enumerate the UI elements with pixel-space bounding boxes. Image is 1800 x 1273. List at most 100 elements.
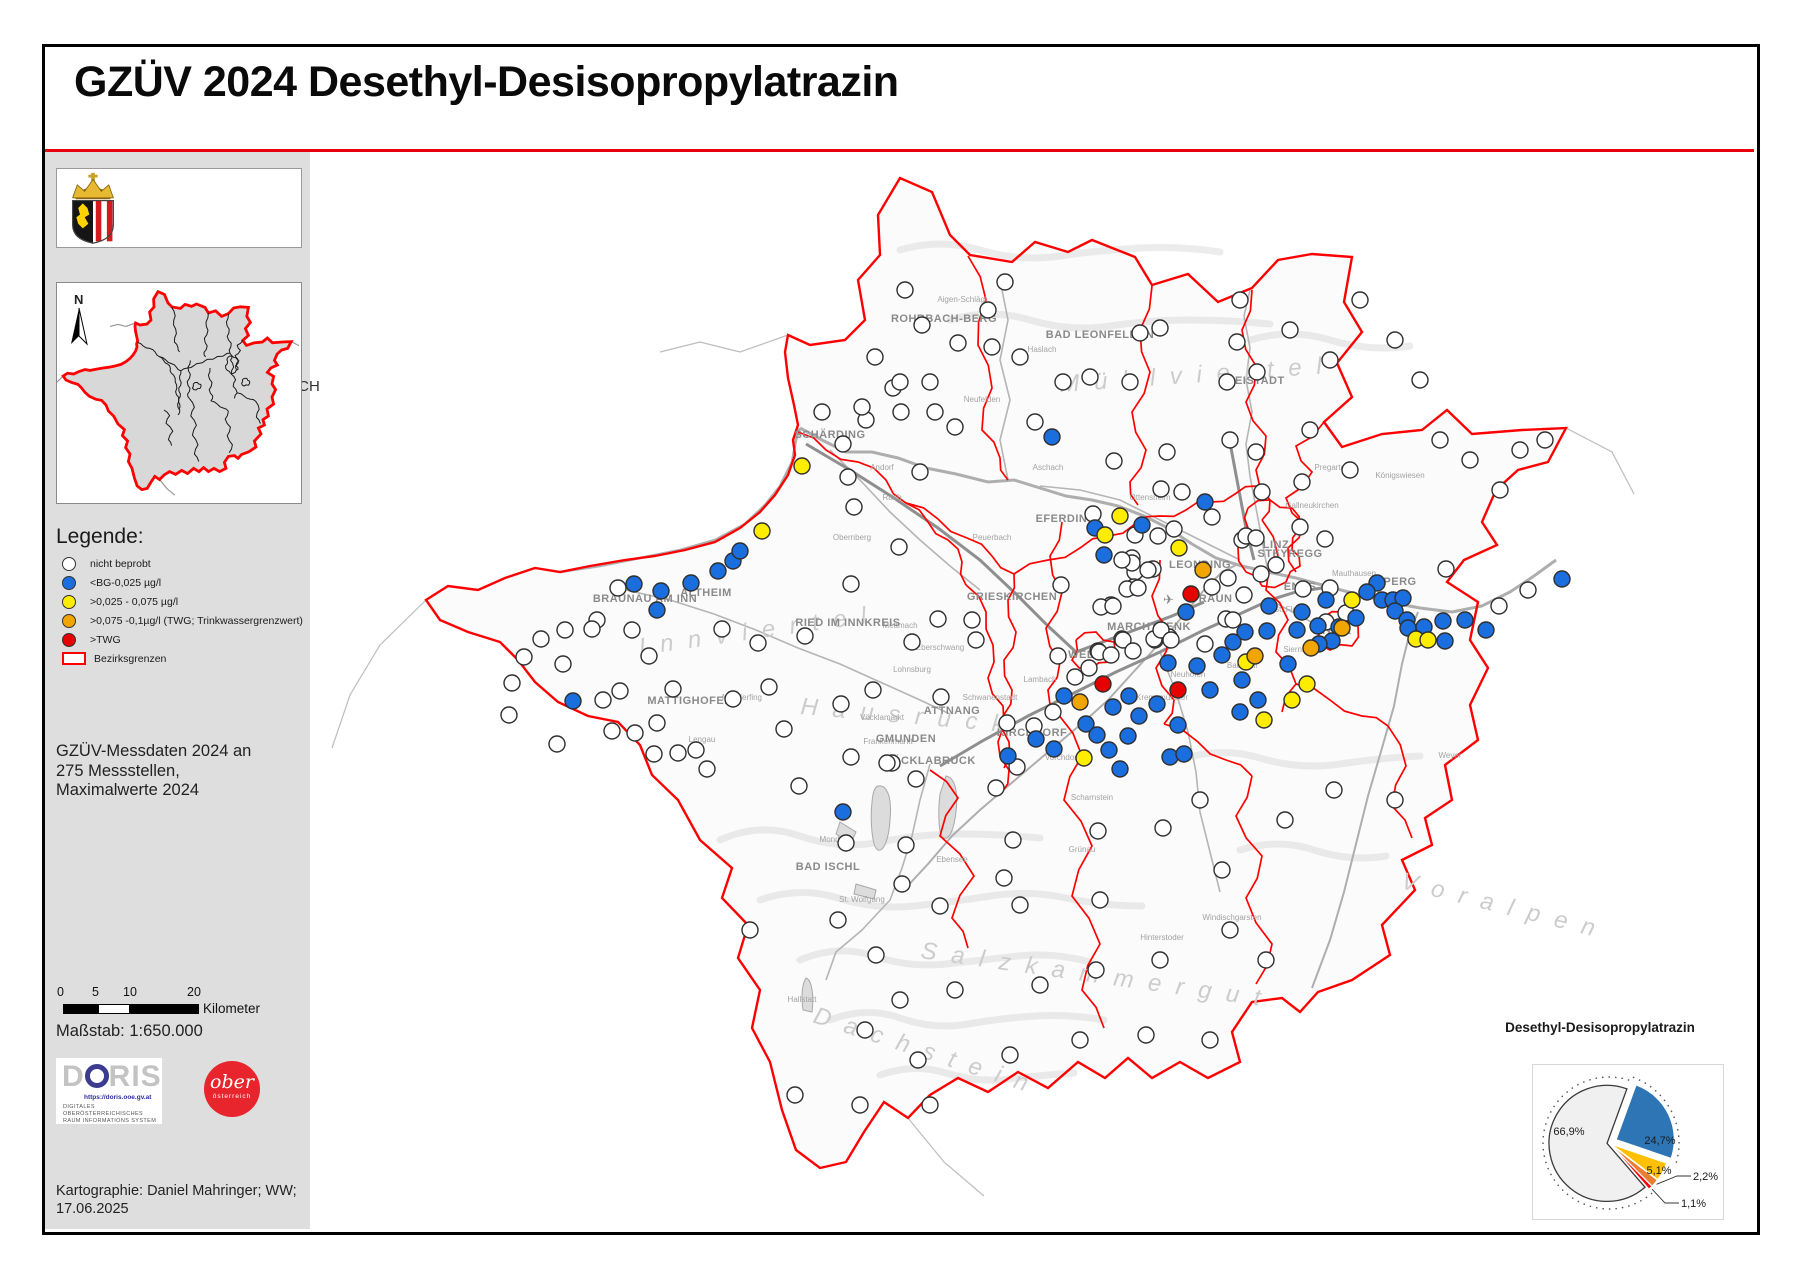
station-dot-w <box>878 754 896 772</box>
station-dot-w <box>1221 921 1239 939</box>
station-dot-w <box>1341 461 1359 479</box>
station-dot-w <box>749 634 767 652</box>
scale-unit: Kilometer <box>203 1001 261 1016</box>
station-dot-w <box>1044 703 1062 721</box>
station-dot-w <box>893 875 911 893</box>
station-dot-w <box>911 463 929 481</box>
station-dot-w <box>1137 1026 1155 1044</box>
city-label: ATTNANG <box>924 705 980 717</box>
station-dot-b <box>1161 748 1179 766</box>
village-label: Aigen-Schlägl <box>937 295 987 304</box>
village-label: Munderfing <box>722 693 762 702</box>
station-dot-w <box>1049 647 1067 665</box>
station-dot-b <box>1293 603 1311 621</box>
station-dot-w <box>929 610 947 628</box>
station-dot-y <box>1298 675 1316 693</box>
station-dot-w <box>796 627 814 645</box>
village-label: Ottensheim <box>1130 493 1171 502</box>
city-label: BAD LEONFELDEN <box>1046 329 1154 341</box>
station-dot-w <box>1052 576 1070 594</box>
pie-slice-3 <box>1610 1144 1653 1190</box>
station-dot-w <box>995 869 1013 887</box>
station-dot-w <box>896 281 914 299</box>
doris-url[interactable]: https://doris.ooe.gv.at <box>84 1094 152 1101</box>
city-label: GRIESKIRCHEN <box>967 591 1057 603</box>
station-dot-w <box>967 631 985 649</box>
station-dot-w <box>1129 579 1147 597</box>
station-dot-w <box>1151 319 1169 337</box>
station-dot-y <box>1111 507 1129 525</box>
station-dot-w <box>1294 580 1312 598</box>
station-dot-w <box>790 777 808 795</box>
station-dot-w <box>891 991 909 1009</box>
legend-swatch-blue <box>62 575 76 590</box>
pie-speckle-arc <box>1542 1076 1653 1210</box>
station-dot-w <box>983 338 1001 356</box>
station-dot-w <box>640 647 658 665</box>
station-dot-b <box>1386 602 1404 620</box>
station-dot-w <box>532 630 550 648</box>
station-dot-w <box>594 691 612 709</box>
station-dot-r <box>1169 681 1187 699</box>
station-dot-o <box>1333 619 1351 637</box>
station-dot-b <box>1260 597 1278 615</box>
station-dot-w <box>864 681 882 699</box>
station-dot-w <box>1221 431 1239 449</box>
station-dot-w <box>687 741 705 759</box>
station-dot-o <box>1246 647 1264 665</box>
station-dot-r <box>1094 675 1112 693</box>
station-dot-w <box>1031 976 1049 994</box>
station-dot-w <box>1131 324 1149 342</box>
village-label: Vöcklamarkt <box>860 713 905 722</box>
station-dot-w <box>1257 951 1275 969</box>
station-dot-b <box>709 562 727 580</box>
station-dot-w <box>837 834 855 852</box>
station-dot-w <box>979 301 997 319</box>
village-label: Lambach <box>1024 675 1057 684</box>
station-dot-w <box>1151 951 1169 969</box>
station-dot-w <box>866 348 884 366</box>
station-dot-w <box>909 1051 927 1069</box>
station-dot-b <box>1027 730 1045 748</box>
village-label: Sierning <box>1283 645 1312 654</box>
station-dot-w <box>713 620 731 638</box>
doris-wordmark: D RIS <box>62 1060 162 1093</box>
station-dot-w <box>1203 508 1221 526</box>
station-dot-w <box>775 720 793 738</box>
station-dot-w <box>1071 1031 1089 1049</box>
station-dot-b <box>1119 727 1137 745</box>
station-dot-b <box>1148 695 1166 713</box>
station-dot-w <box>921 1096 939 1114</box>
pie-chart-panel: 66,9% 24,7% 5,1% 2,2% 1,1% <box>1532 1064 1724 1220</box>
station-dot-b <box>1133 516 1151 534</box>
station-dot-w <box>741 921 759 939</box>
station-dot-w <box>611 682 629 700</box>
village-label: Neufelden <box>964 395 1000 404</box>
station-dot-w <box>698 760 716 778</box>
station-dot-w <box>583 620 601 638</box>
station-dot-w <box>1351 291 1369 309</box>
region-label: V o r a l p e n <box>1399 868 1602 943</box>
station-dot-w <box>1437 560 1455 578</box>
station-dot-w <box>1203 578 1221 596</box>
pie-label: 5,1% <box>1646 1165 1671 1177</box>
station-dot-b <box>1077 715 1095 733</box>
legend: nicht beprobt <BG-0,025 µg/l >0,025 - 0,… <box>62 554 303 668</box>
station-dot-w <box>867 946 885 964</box>
village-label: Windischgarsten <box>1202 913 1261 922</box>
station-dot-o <box>1194 561 1212 579</box>
pie-label: 66,9% <box>1553 1126 1584 1138</box>
legend-swatch-not-sampled <box>62 556 76 571</box>
page-title: GZÜV 2024 Desethyl-Desisopropylatrazin <box>74 58 899 106</box>
station-dot-w <box>1081 368 1099 386</box>
station-dot-b <box>1213 646 1231 664</box>
station-dot-w <box>786 1086 804 1104</box>
station-dot-b <box>682 574 700 592</box>
station-dot-b <box>1111 760 1129 778</box>
city-label: RIED IM INNKREIS <box>795 617 900 629</box>
station-dot-w <box>1386 791 1404 809</box>
station-dot-b <box>1043 428 1061 446</box>
station-dot-w <box>946 418 964 436</box>
station-dot-b <box>1477 621 1495 639</box>
coat-of-arms-icon <box>71 172 115 244</box>
